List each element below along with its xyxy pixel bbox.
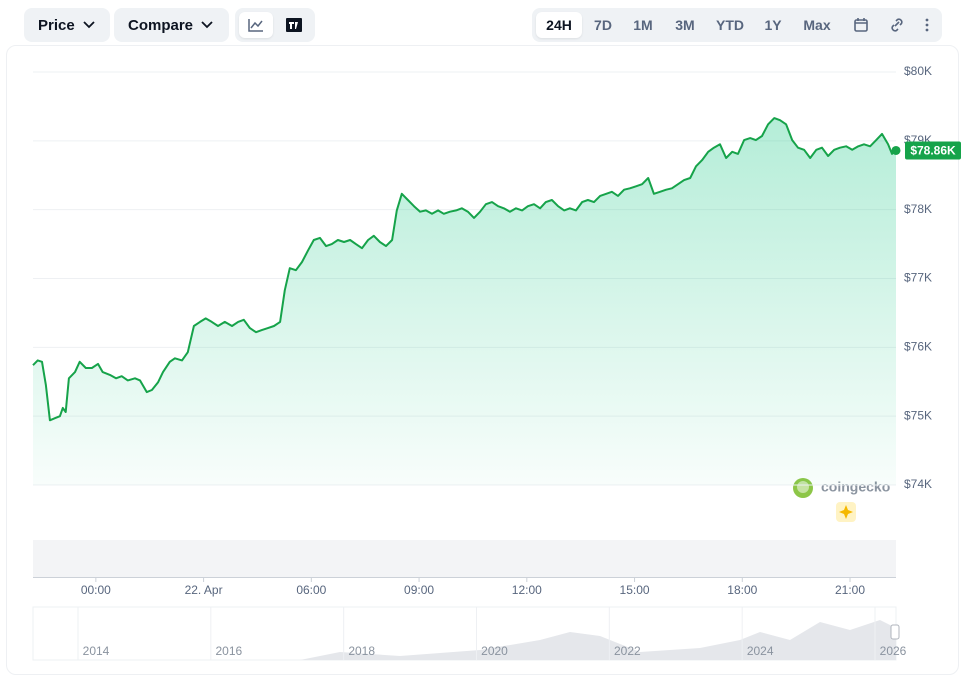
- range-button[interactable]: YTD: [716, 17, 744, 33]
- line-chart-button[interactable]: [239, 12, 273, 38]
- share-button[interactable]: [886, 12, 908, 38]
- volume-strip: [33, 540, 896, 577]
- line-icon: [248, 19, 263, 32]
- chart-type-group: [235, 8, 315, 42]
- current-dot: [891, 145, 901, 155]
- price-tag: [905, 141, 961, 160]
- tv-icon: [286, 18, 302, 32]
- navigator-year: 2020: [481, 644, 508, 658]
- x-tick-label: 15:00: [620, 583, 650, 597]
- range-button[interactable]: 3M: [675, 17, 695, 33]
- calendar-button[interactable]: [850, 12, 872, 38]
- icon: [854, 18, 868, 32]
- navigator-year: 2026: [880, 644, 907, 658]
- x-tick-label: 00:00: [81, 583, 111, 597]
- icon: [925, 18, 929, 32]
- chart-card: [6, 45, 959, 675]
- chevron: [201, 21, 213, 29]
- price-tag-label: $78.86K: [910, 144, 956, 158]
- navigator-year: 2024: [747, 644, 774, 658]
- price-button[interactable]: Price: [24, 8, 110, 42]
- y-tick-label: $75K: [904, 408, 932, 422]
- x-tick-label: 06:00: [296, 583, 326, 597]
- range-button[interactable]: 7D: [594, 17, 612, 33]
- icon: [891, 18, 903, 32]
- navigator-handle: [890, 624, 900, 640]
- range-button[interactable]: Max: [803, 17, 831, 33]
- range-button[interactable]: 1M: [633, 17, 653, 33]
- price-line: [32, 117, 897, 422]
- y-tick-label: $80K: [904, 64, 932, 78]
- y-tick-label: $77K: [904, 271, 932, 285]
- more-button[interactable]: [916, 12, 938, 38]
- navigator-year: 2022: [614, 644, 641, 658]
- x-tick-label: 22. Apr: [185, 583, 223, 597]
- navigator-year: 2014: [83, 644, 110, 658]
- button-label: Price: [38, 16, 75, 34]
- button-label: Compare: [128, 16, 194, 34]
- range-button[interactable]: 1Y: [764, 17, 782, 33]
- range-button[interactable]: 24H: [536, 12, 582, 38]
- navigator-year: 2016: [215, 644, 242, 658]
- x-tick-label: 21:00: [835, 583, 865, 597]
- tradingview-button[interactable]: [277, 12, 311, 38]
- x-tick-label: 12:00: [512, 583, 542, 597]
- y-tick-label: $74K: [904, 477, 932, 491]
- y-tick-label: $76K: [904, 340, 932, 354]
- y-tick-label: $78K: [904, 202, 932, 216]
- navigator-area: [33, 620, 896, 660]
- compare-button[interactable]: Compare: [114, 8, 229, 42]
- badge-star: [839, 505, 853, 519]
- x-tick-label: 18:00: [727, 583, 757, 597]
- range-group: 24H 7D 1M 3M YTD 1Y Max: [532, 8, 942, 42]
- chevron: [83, 21, 95, 29]
- area: [33, 118, 896, 485]
- navigator-year: 2018: [348, 644, 375, 658]
- x-tick-label: 09:00: [404, 583, 434, 597]
